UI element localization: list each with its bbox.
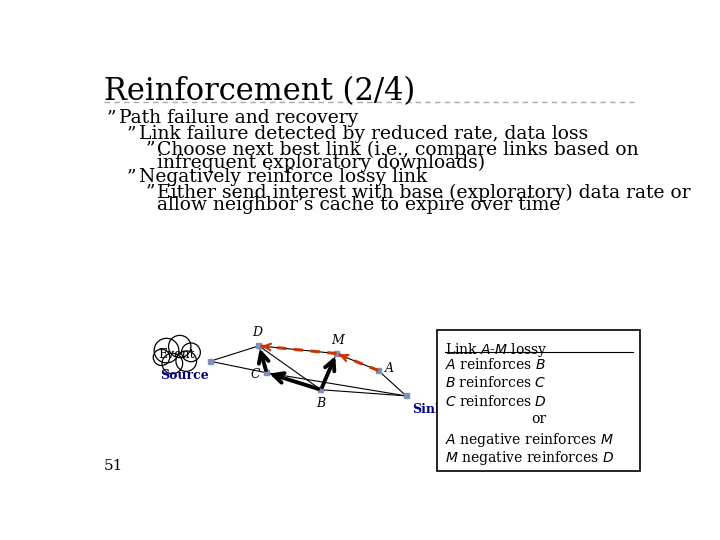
Text: C: C	[250, 368, 260, 381]
Text: Reinforcement (2/4): Reinforcement (2/4)	[104, 76, 415, 106]
FancyBboxPatch shape	[404, 394, 409, 399]
Text: or: or	[531, 412, 546, 426]
Text: $\mathit{C}$ reinforces $\mathit{D}$: $\mathit{C}$ reinforces $\mathit{D}$	[445, 394, 547, 409]
Text: Sink: Sink	[413, 403, 444, 416]
Text: Link $\mathit{A}$-$\mathit{M}$ lossy: Link $\mathit{A}$-$\mathit{M}$ lossy	[445, 341, 548, 359]
Text: Source: Source	[160, 369, 209, 382]
Text: ”: ”	[107, 110, 117, 127]
Text: $\mathit{M}$ negative reinforces $\mathit{D}$: $\mathit{M}$ negative reinforces $\mathi…	[445, 449, 614, 467]
Circle shape	[176, 351, 197, 372]
FancyBboxPatch shape	[318, 387, 323, 392]
Circle shape	[153, 349, 170, 366]
Circle shape	[154, 338, 179, 363]
Text: allow neighbor’s cache to expire over time: allow neighbor’s cache to expire over ti…	[158, 197, 561, 214]
Text: Either send interest with base (exploratory) data rate or: Either send interest with base (explorat…	[158, 184, 691, 201]
Text: M: M	[332, 334, 344, 347]
Text: $\mathit{A}$ negative reinforces $\mathit{M}$: $\mathit{A}$ negative reinforces $\mathi…	[445, 430, 614, 449]
FancyBboxPatch shape	[334, 351, 339, 356]
Circle shape	[162, 353, 183, 374]
Text: ”: ”	[127, 125, 137, 143]
FancyBboxPatch shape	[376, 368, 381, 373]
Text: Link failure detected by reduced rate, data loss: Link failure detected by reduced rate, d…	[139, 125, 588, 143]
Text: D: D	[253, 326, 262, 339]
FancyBboxPatch shape	[207, 359, 212, 364]
FancyBboxPatch shape	[264, 370, 269, 375]
Text: B: B	[316, 397, 325, 410]
Circle shape	[168, 335, 191, 357]
Circle shape	[181, 343, 200, 362]
FancyBboxPatch shape	[437, 330, 640, 470]
FancyBboxPatch shape	[256, 343, 261, 348]
Text: Event: Event	[158, 348, 195, 361]
Text: ”: ”	[145, 184, 156, 201]
Text: Path failure and recovery: Path failure and recovery	[119, 110, 358, 127]
Text: ”: ”	[145, 140, 156, 158]
Text: infrequent exploratory downloads): infrequent exploratory downloads)	[158, 153, 485, 172]
Text: 51: 51	[104, 459, 123, 473]
Text: Negatively reinforce lossy link: Negatively reinforce lossy link	[139, 168, 427, 186]
Text: ”: ”	[127, 168, 137, 186]
Text: Choose next best link (i.e., compare links based on: Choose next best link (i.e., compare lin…	[158, 140, 639, 159]
Text: $\mathit{A}$ reinforces $\mathit{B}$: $\mathit{A}$ reinforces $\mathit{B}$	[445, 356, 546, 372]
Text: A: A	[385, 362, 395, 375]
Text: $\mathit{B}$ reinforces $\mathit{C}$: $\mathit{B}$ reinforces $\mathit{C}$	[445, 375, 546, 390]
